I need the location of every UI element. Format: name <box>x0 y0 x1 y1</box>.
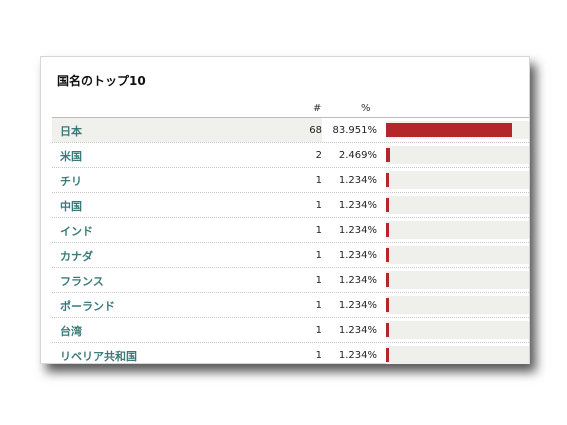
panel-title: 国名のトップ10 <box>57 74 146 88</box>
country-name-cell: ポーランド <box>52 293 322 317</box>
percent-bar-track <box>386 296 529 314</box>
table-row: フランス 1 1.234% <box>52 267 529 292</box>
country-link[interactable]: 米国 <box>60 150 82 163</box>
percent-bar <box>386 248 389 262</box>
country-link[interactable]: チリ <box>60 175 82 188</box>
visit-percent: 1.234% <box>338 200 377 211</box>
visit-count: 1 <box>315 175 322 186</box>
top-countries-panel: 国名のトップ10 # % 日本 68 83.951% 米国 2 2.469% チリ 1 1.23… <box>40 56 530 364</box>
country-name-cell: 米国 <box>52 143 322 167</box>
percent-bar <box>386 123 512 137</box>
country-link[interactable]: 中国 <box>60 200 82 213</box>
percent-bar <box>386 198 389 212</box>
percent-column-header: % <box>361 103 371 114</box>
visit-count: 68 <box>309 125 322 136</box>
table-row: カナダ 1 1.234% <box>52 242 529 267</box>
percent-bar-track <box>386 321 529 339</box>
percent-bar-track <box>386 121 529 139</box>
country-link[interactable]: カナダ <box>60 250 93 263</box>
country-name-cell: チリ <box>52 168 322 192</box>
percent-bar-track <box>386 246 529 264</box>
percent-bar-track <box>386 171 529 189</box>
visit-percent: 2.469% <box>338 150 377 161</box>
percent-bar <box>386 348 389 362</box>
country-name-cell: 日本 <box>52 118 322 142</box>
visit-count: 1 <box>315 200 322 211</box>
country-table: 日本 68 83.951% 米国 2 2.469% チリ 1 1.234% 中国 1 1.234% イン… <box>52 117 529 367</box>
country-name-cell: 台湾 <box>52 318 322 342</box>
country-link[interactable]: フランス <box>60 275 104 288</box>
percent-bar-track <box>386 146 529 164</box>
visit-count: 1 <box>315 300 322 311</box>
percent-bar <box>386 323 389 337</box>
percent-bar <box>386 223 389 237</box>
visit-percent: 1.234% <box>338 325 377 336</box>
visit-count: 1 <box>315 350 322 361</box>
visit-percent: 1.234% <box>338 350 377 361</box>
country-link[interactable]: ポーランド <box>60 300 115 313</box>
country-link[interactable]: リベリア共和国 <box>60 350 137 363</box>
visit-count: 1 <box>315 325 322 336</box>
country-name-cell: 中国 <box>52 193 322 217</box>
percent-bar-track <box>386 221 529 239</box>
percent-bar <box>386 148 390 162</box>
percent-bar <box>386 173 389 187</box>
table-row: 日本 68 83.951% <box>52 117 529 142</box>
country-name-cell: リベリア共和国 <box>52 343 322 367</box>
visit-percent: 1.234% <box>338 175 377 186</box>
table-row: リベリア共和国 1 1.234% <box>52 342 529 367</box>
visit-count: 2 <box>315 150 322 161</box>
table-row: インド 1 1.234% <box>52 217 529 242</box>
table-row: ポーランド 1 1.234% <box>52 292 529 317</box>
country-name-cell: カナダ <box>52 243 322 267</box>
table-row: チリ 1 1.234% <box>52 167 529 192</box>
country-link[interactable]: インド <box>60 225 93 238</box>
country-link[interactable]: 台湾 <box>60 325 82 338</box>
percent-bar <box>386 273 389 287</box>
country-name-cell: インド <box>52 218 322 242</box>
visit-percent: 1.234% <box>338 275 377 286</box>
table-row: 米国 2 2.469% <box>52 142 529 167</box>
percent-bar-track <box>386 196 529 214</box>
table-row: 台湾 1 1.234% <box>52 317 529 342</box>
country-link[interactable]: 日本 <box>60 125 82 138</box>
visit-count: 1 <box>315 225 322 236</box>
percent-bar-track <box>386 271 529 289</box>
count-column-header: # <box>313 103 322 114</box>
visit-percent: 1.234% <box>338 300 377 311</box>
visit-count: 1 <box>315 275 322 286</box>
percent-bar-track <box>386 346 529 364</box>
table-row: 中国 1 1.234% <box>52 192 529 217</box>
visit-percent: 1.234% <box>338 250 377 261</box>
visit-count: 1 <box>315 250 322 261</box>
country-name-cell: フランス <box>52 268 322 292</box>
percent-bar <box>386 298 389 312</box>
visit-percent: 1.234% <box>338 225 377 236</box>
visit-percent: 83.951% <box>332 125 378 136</box>
